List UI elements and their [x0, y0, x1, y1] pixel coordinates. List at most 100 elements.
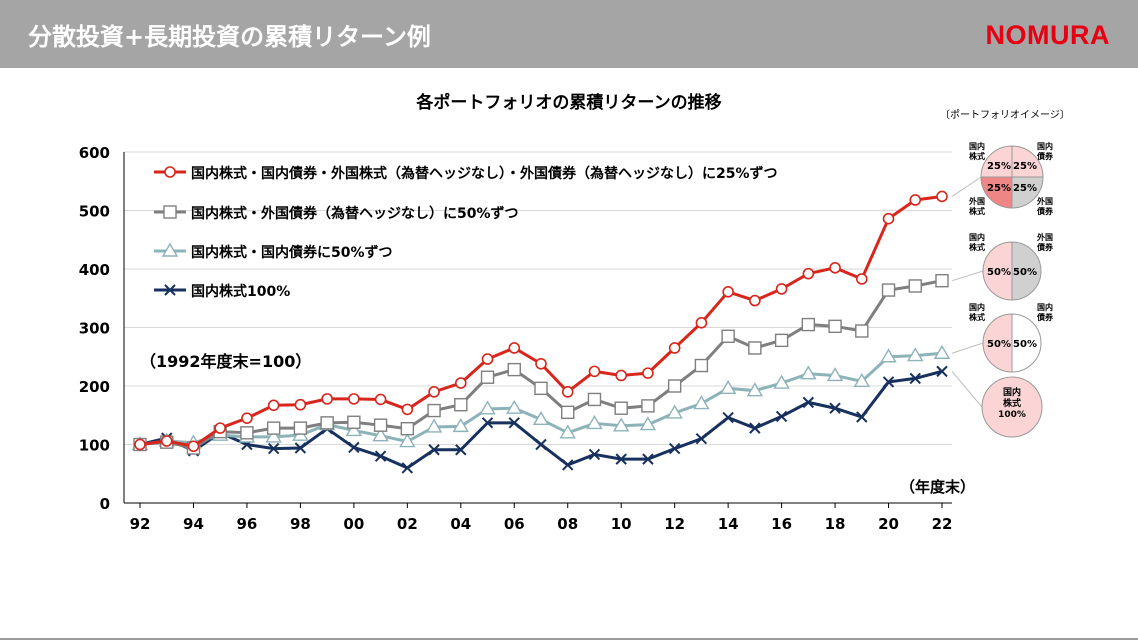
x-tick-label: 04: [450, 515, 471, 533]
data-point: [535, 357, 547, 370]
x-tick-label: 20: [878, 515, 899, 533]
data-point: [534, 381, 548, 396]
data-point: [267, 442, 280, 455]
data-point: [881, 283, 896, 297]
data-point: [294, 442, 307, 454]
legend-marker: [164, 284, 176, 296]
pie-connector: [951, 176, 982, 197]
page-title: 分散投資+長期投資の累積リターン例: [28, 23, 431, 51]
pie-side-label: 債券: [1036, 151, 1054, 161]
pie-slice-label: 50%: [1013, 339, 1037, 350]
pie-side-label: 株式: [969, 312, 985, 322]
pie-slice-label: 50%: [1013, 267, 1037, 278]
data-point: [401, 462, 414, 474]
data-point: [293, 421, 308, 435]
data-point: [773, 374, 790, 389]
footer-rule: [0, 638, 1138, 640]
pie-connector: [951, 342, 984, 354]
x-axis-unit: （年度末）: [900, 478, 976, 496]
data-point: [481, 417, 494, 429]
base-year-note: （1992年度末=100）: [140, 352, 312, 371]
pie-side-label: 国内: [1037, 141, 1053, 151]
pie-side-label: 外国: [1037, 232, 1053, 242]
pie-slice: [982, 241, 1013, 301]
header-bar: 分散投資+長期投資の累積リターン例 NOMURA: [0, 0, 1138, 68]
data-point: [612, 417, 630, 432]
data-point: [399, 433, 416, 448]
legend-label: 国内株式・外国債券（為替ヘッジなし）に50%ずつ: [191, 205, 519, 222]
data-point: [265, 428, 282, 443]
data-point: [561, 386, 574, 398]
legend-label: 国内株式・国内債券・外国株式（為替ヘッジなし）・外国債券（為替ヘッジなし）に25…: [191, 165, 778, 182]
x-tick-label: 00: [343, 515, 364, 533]
x-tick-label: 92: [130, 515, 151, 533]
data-point: [829, 402, 841, 414]
data-point: [642, 453, 654, 465]
x-tick-label: 12: [664, 515, 685, 533]
legend-label: 国内株式・国内債券に50%ずつ: [191, 244, 393, 261]
data-point: [615, 369, 628, 382]
data-point: [241, 412, 253, 424]
data-point: [746, 382, 764, 397]
pie-slice: [1011, 313, 1042, 373]
pie-side-label: 国内: [969, 302, 985, 312]
pie-connector: [951, 270, 984, 282]
data-point: [721, 329, 735, 343]
x-tick-label: 06: [504, 515, 525, 533]
y-tick-label: 400: [79, 261, 110, 279]
pie-center-label: 株式: [1003, 397, 1021, 409]
y-tick-label: 500: [79, 203, 110, 221]
pie-slice-label: 25%: [1013, 161, 1037, 172]
data-point: [481, 353, 494, 365]
x-tick-label: 22: [932, 515, 953, 533]
data-point: [775, 410, 788, 423]
pie-slice-label: 25%: [987, 183, 1011, 194]
data-point: [561, 405, 575, 420]
data-point: [829, 262, 841, 274]
data-point: [374, 393, 387, 406]
data-point: [775, 283, 788, 295]
data-point: [614, 401, 628, 415]
data-point: [722, 286, 734, 298]
data-point: [372, 427, 389, 442]
data-point: [908, 279, 922, 293]
data-point: [936, 190, 948, 203]
data-point: [588, 365, 601, 378]
data-point: [214, 422, 226, 434]
data-point: [586, 415, 603, 430]
data-point: [427, 403, 441, 418]
data-point: [345, 422, 363, 437]
pie-center-label: 国内: [1003, 386, 1021, 398]
data-point: [801, 317, 816, 332]
data-point: [160, 435, 173, 447]
y-tick-label: 0: [100, 495, 110, 513]
data-point: [668, 442, 681, 455]
x-tick-label: 96: [236, 515, 257, 533]
data-point: [695, 317, 708, 329]
pie-slice-label: 25%: [1013, 183, 1037, 194]
data-point: [562, 459, 574, 471]
data-point: [348, 441, 360, 454]
data-point: [374, 450, 387, 462]
pie-side-label: 外国: [969, 196, 985, 206]
pie-slice: [981, 376, 1043, 438]
x-tick-label: 98: [290, 515, 311, 533]
pie-slice: [982, 313, 1013, 373]
legend-label: 国内株式100%: [191, 283, 290, 300]
data-point: [668, 342, 681, 354]
pie-side-label: 外国: [1037, 196, 1053, 206]
data-point: [802, 267, 815, 280]
y-tick-label: 300: [79, 320, 110, 338]
data-point: [749, 422, 761, 434]
legend-marker: [164, 166, 176, 178]
data-point: [856, 411, 868, 423]
data-point: [401, 403, 414, 416]
data-point: [666, 404, 683, 419]
data-point: [641, 399, 655, 413]
pie-side-label: 株式: [969, 206, 985, 216]
x-tick-label: 14: [718, 515, 739, 533]
data-point: [266, 421, 281, 435]
pie-slice-label: 50%: [987, 267, 1011, 278]
data-point: [455, 444, 467, 456]
x-tick-label: 08: [557, 515, 578, 533]
